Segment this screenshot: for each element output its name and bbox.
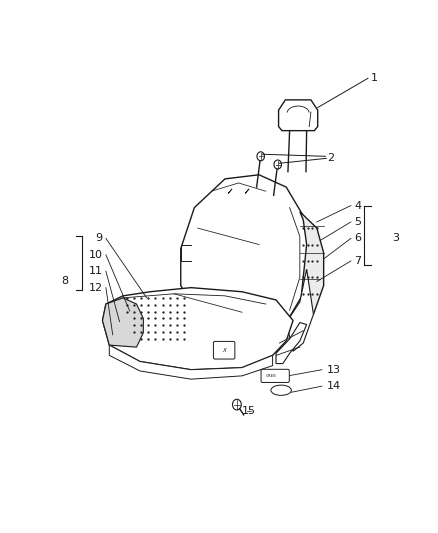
Polygon shape bbox=[286, 269, 313, 351]
Polygon shape bbox=[299, 212, 323, 314]
Text: 2: 2 bbox=[326, 154, 333, 163]
FancyBboxPatch shape bbox=[261, 369, 289, 383]
Text: 1: 1 bbox=[371, 74, 378, 83]
Text: 14: 14 bbox=[326, 381, 340, 391]
Text: 7: 7 bbox=[353, 256, 360, 266]
Polygon shape bbox=[109, 345, 272, 379]
Polygon shape bbox=[102, 288, 293, 370]
Text: 4: 4 bbox=[353, 200, 360, 211]
FancyBboxPatch shape bbox=[213, 342, 234, 359]
Ellipse shape bbox=[270, 385, 291, 395]
Text: X: X bbox=[222, 348, 225, 353]
Text: 11: 11 bbox=[88, 266, 102, 276]
Text: 13: 13 bbox=[326, 365, 340, 375]
Text: 9: 9 bbox=[95, 233, 102, 244]
Text: CREE: CREE bbox=[265, 374, 276, 378]
Text: 8: 8 bbox=[61, 277, 68, 286]
Polygon shape bbox=[278, 100, 317, 131]
Text: 12: 12 bbox=[88, 282, 102, 293]
Polygon shape bbox=[276, 322, 306, 364]
Text: 5: 5 bbox=[353, 217, 360, 227]
Text: 6: 6 bbox=[353, 233, 360, 244]
Polygon shape bbox=[180, 175, 309, 335]
Text: 15: 15 bbox=[241, 406, 255, 416]
Text: 3: 3 bbox=[391, 233, 398, 244]
Text: 10: 10 bbox=[88, 250, 102, 260]
Polygon shape bbox=[102, 298, 143, 347]
